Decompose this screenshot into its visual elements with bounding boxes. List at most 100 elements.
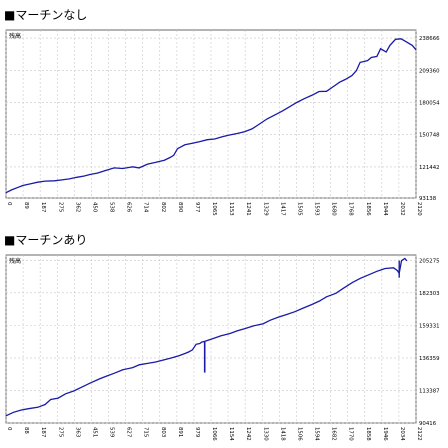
x-tick-label: 2120 [416, 202, 422, 216]
data-point [360, 62, 361, 63]
data-point [336, 293, 337, 294]
x-tick-label: 1330 [262, 427, 268, 441]
x-tick-label: 803 [160, 427, 166, 437]
data-point [21, 410, 22, 411]
data-point [281, 111, 282, 112]
x-tick-label: 88 [23, 427, 29, 434]
chart-title-no-martingale: ■マーチンなし [4, 8, 87, 22]
y-tick-label: 159331 [419, 323, 440, 329]
y-tick-label: 205275 [419, 258, 440, 264]
data-point [37, 182, 38, 183]
data-point [222, 136, 223, 137]
data-point [132, 166, 133, 167]
data-point [6, 192, 7, 193]
x-tick-label: 1593 [314, 202, 320, 216]
data-point [155, 162, 156, 163]
x-tick-label: 89 [23, 202, 29, 209]
data-point [390, 45, 391, 46]
data-point [170, 157, 171, 158]
data-point [199, 343, 200, 344]
data-point [11, 190, 12, 191]
data-point [326, 296, 327, 297]
x-tick-label: 451 [91, 427, 97, 437]
data-point [406, 260, 407, 261]
data-point [199, 141, 200, 142]
data-point [319, 301, 320, 302]
data-point [13, 412, 14, 413]
x-tick-label: 802 [160, 202, 166, 212]
data-point [244, 328, 245, 329]
x-tick-label: 1682 [331, 427, 337, 441]
data-point [84, 176, 85, 177]
x-tick-label: 1329 [262, 202, 268, 216]
data-point [45, 181, 46, 182]
data-point [177, 148, 178, 149]
data-point [345, 79, 346, 80]
data-point [252, 129, 253, 130]
data-point [164, 359, 165, 360]
data-point [45, 404, 46, 405]
x-tick-label: 1418 [279, 427, 285, 441]
data-point [377, 56, 378, 57]
data-point [393, 267, 394, 268]
data-point [207, 139, 208, 140]
x-tick-label: 1770 [348, 427, 354, 441]
x-tick-label: 450 [91, 202, 97, 213]
chart-title-with-martingale: ■マーチンあり [4, 233, 87, 247]
y-tick-label: 180054 [419, 100, 440, 106]
data-point [106, 376, 107, 377]
x-tick-label: 1065 [211, 202, 217, 216]
data-point [37, 407, 38, 408]
data-point [352, 75, 353, 76]
x-tick-label: 187 [40, 427, 46, 437]
data-point [386, 52, 387, 53]
data-point [270, 320, 271, 321]
x-tick-label: 627 [126, 427, 132, 437]
x-tick-label: 1417 [279, 202, 285, 216]
chart-svg-with-martingale: 90416 113387 136359 159331 182303 205275 0 88 18… [4, 253, 444, 439]
data-point [185, 353, 186, 354]
x-tick-label: 275 [57, 427, 63, 437]
data-point [334, 86, 335, 87]
data-point [201, 342, 202, 343]
data-point [352, 282, 353, 283]
x-tick-label: 715 [143, 427, 149, 437]
x-tick-label: 626 [126, 202, 132, 213]
data-point [164, 160, 165, 161]
x-tick-label: 714 [143, 202, 149, 213]
data-point [367, 60, 368, 61]
data-point [263, 323, 264, 324]
data-point [304, 98, 305, 99]
y-tick-label: 121442 [419, 165, 440, 171]
data-point [54, 180, 55, 181]
y-tick-label: 150748 [419, 133, 440, 139]
data-point [139, 364, 140, 365]
y-axis-label: 残高 [9, 32, 21, 40]
y-tick-label: 136359 [419, 356, 440, 362]
data-point [82, 386, 83, 387]
x-tick-label: 1241 [245, 202, 251, 216]
data-point [368, 274, 369, 275]
x-tick-label: 1858 [365, 427, 371, 441]
data-point [326, 91, 327, 92]
data-point [404, 258, 405, 259]
data-point [192, 350, 193, 351]
data-point [76, 177, 77, 178]
data-point [73, 391, 74, 392]
data-point [267, 119, 268, 120]
data-point [416, 49, 417, 50]
x-tick-label: 362 [74, 202, 80, 212]
data-point [147, 164, 148, 165]
data-point [237, 133, 238, 134]
data-point [6, 415, 7, 416]
data-point [339, 82, 340, 83]
chart-title-text: ■マーチンなし [4, 8, 87, 22]
data-point [295, 311, 296, 312]
data-point [406, 42, 407, 43]
x-tick-label: 977 [194, 202, 200, 212]
data-point [196, 344, 197, 345]
data-point [303, 308, 304, 309]
data-point [274, 115, 275, 116]
x-tick-label: 1594 [314, 427, 320, 441]
data-point [188, 352, 189, 353]
